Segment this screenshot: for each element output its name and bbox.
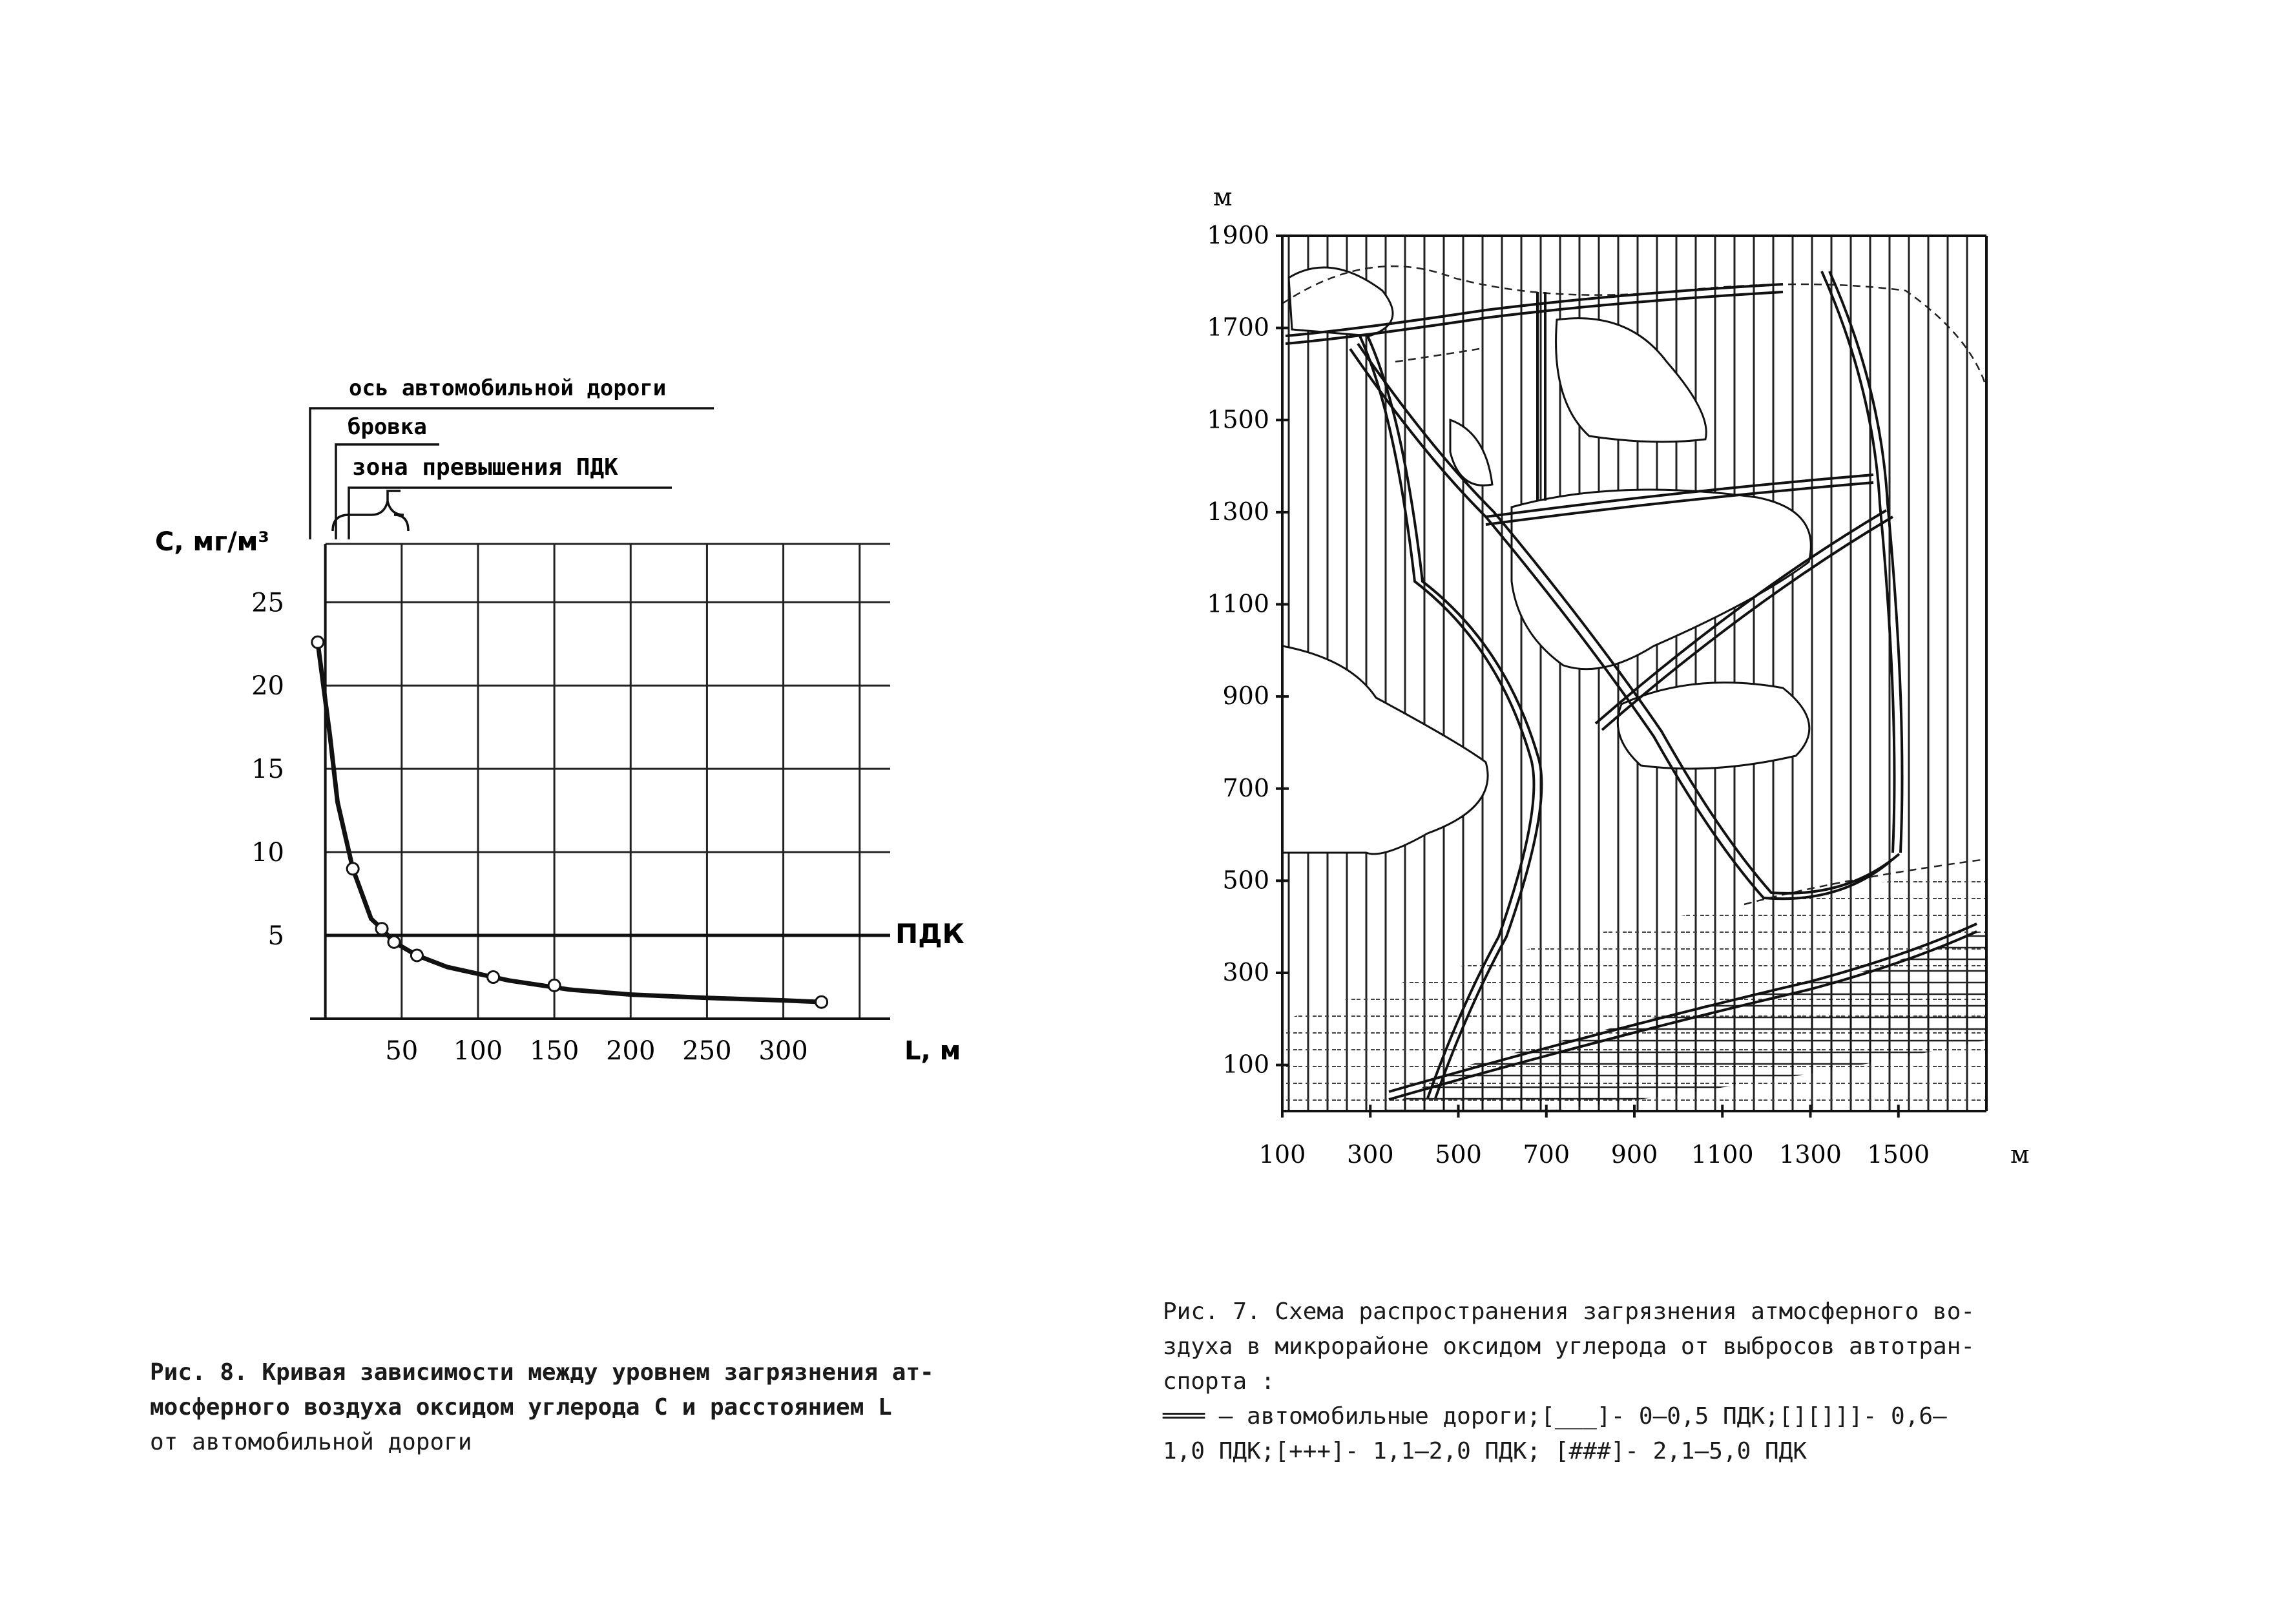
y-axis-label: C, мг/м³ <box>155 527 269 557</box>
clean-zones <box>1282 266 1812 855</box>
caption-line: от автомобильной дороги <box>150 1429 472 1455</box>
map-y-tick-label: 1100 <box>1207 590 1269 618</box>
pdk-zone-annotation: зона превышения ПДК <box>352 454 618 481</box>
data-point-marker <box>346 862 360 876</box>
x-tick-label: 200 <box>606 1036 655 1066</box>
data-point-marker <box>311 635 325 649</box>
map-y-tick-label: 700 <box>1222 774 1269 802</box>
map-y-tick-label: 500 <box>1222 866 1269 894</box>
data-point-marker <box>410 948 424 963</box>
y-tick-label: 15 <box>251 755 284 784</box>
map-x-tick-label: 700 <box>1523 1140 1570 1169</box>
map-y-tick-label: 1500 <box>1207 405 1269 433</box>
x-tick-label: 300 <box>758 1036 807 1066</box>
map-y-tick-label: 100 <box>1222 1050 1269 1079</box>
map-y-tick-label: 1700 <box>1207 313 1269 342</box>
data-point-marker <box>815 995 829 1009</box>
clean-zone-strip <box>1449 418 1494 486</box>
x-tick-label: 100 <box>453 1036 503 1066</box>
caption-line: ═══ – автомобильные дороги;[___]- 0–0,5 … <box>1163 1403 1947 1430</box>
map-x-tick-label: 100 <box>1259 1140 1306 1169</box>
y-tick-label: 25 <box>251 588 284 618</box>
clean-zone-center <box>1510 488 1812 671</box>
chart-axes <box>310 544 890 1020</box>
map-x-tick-label: 300 <box>1347 1140 1394 1169</box>
data-point-marker <box>486 970 501 984</box>
map-x-tick-label: 1100 <box>1691 1140 1754 1169</box>
data-point-marker <box>547 978 561 992</box>
map-x-tick-label: 900 <box>1611 1140 1658 1169</box>
x-tick-label: 50 <box>385 1036 418 1066</box>
map-y-tick-label: 1300 <box>1207 497 1269 526</box>
pdk-label: ПДК <box>895 918 964 950</box>
map-y-tick-labels: 100 300 500 700 900 1100 1300 1500 1700 1900 <box>1207 221 1269 1079</box>
clean-zone-north-west <box>1287 266 1394 337</box>
data-point-marker <box>375 922 389 936</box>
map-axes <box>1276 234 1988 1118</box>
road-axis-annotation: ось автомобильной дороги <box>349 375 666 401</box>
map-x-tick-labels: 100 300 500 700 900 1100 1300 1500 <box>1259 1140 1930 1169</box>
y-tick-label: 5 <box>268 921 284 951</box>
map-x-tick-label: 1500 <box>1867 1140 1930 1169</box>
x-tick-label: 250 <box>682 1036 731 1066</box>
map-y-tick-label: 1900 <box>1207 221 1269 249</box>
map-y-unit: м <box>1213 183 1233 211</box>
clean-zone-north <box>1555 317 1707 443</box>
data-markers <box>311 635 829 1009</box>
caption-line: Рис. 8. Кривая зависимости между уровнем… <box>150 1359 934 1386</box>
y-tick-label: 10 <box>251 838 284 868</box>
map-y-tick-label: 900 <box>1222 682 1269 710</box>
map-y-tick-label: 300 <box>1222 958 1269 986</box>
caption-line: Рис. 7. Схема распространения загрязнени… <box>1163 1298 1975 1325</box>
figure-8-caption: Рис. 8. Кривая зависимости между уровнем… <box>150 1355 1067 1460</box>
data-point-marker <box>387 935 401 949</box>
road-edge-annotation: бровка <box>348 414 427 440</box>
x-tick-labels: 50 100 150 200 250 300 <box>385 1036 807 1066</box>
x-axis-label: L, м <box>904 1036 961 1066</box>
pollution-map: 100 300 500 700 900 1100 1300 1500 1700 1900 100 3… <box>1207 183 2029 1169</box>
clean-zone-south-east <box>1616 682 1811 770</box>
map-x-tick-label: 500 <box>1435 1140 1482 1169</box>
caption-line: спорта : <box>1163 1368 1275 1395</box>
annotation-brackets <box>309 407 714 539</box>
map-x-tick-label: 1300 <box>1779 1140 1842 1169</box>
clean-zone-west <box>1282 645 1489 855</box>
figure-7-caption: Рис. 7. Схема распространения загрязнени… <box>1163 1295 2041 1469</box>
map-x-unit: м <box>2010 1140 2030 1169</box>
concentration-curve <box>315 641 822 1005</box>
caption-line: здуха в микрорайоне оксидом углерода от … <box>1163 1333 1975 1360</box>
y-tick-labels: 5 10 15 20 25 <box>251 588 284 951</box>
chart-grid <box>325 543 890 1019</box>
y-tick-label: 20 <box>251 671 284 701</box>
caption-line: 1,0 ПДК;[+++]- 1,1–2,0 ПДК; [###]- 2,1–5… <box>1163 1438 1807 1464</box>
road-network <box>1285 271 1977 1101</box>
caption-line: мосферного воздуха оксидом углерода C и … <box>150 1394 892 1421</box>
concentration-chart: 5 10 15 20 25 50 100 150 200 250 300 ПДК C, мг/м³… <box>155 375 964 1066</box>
x-tick-label: 150 <box>530 1036 579 1066</box>
